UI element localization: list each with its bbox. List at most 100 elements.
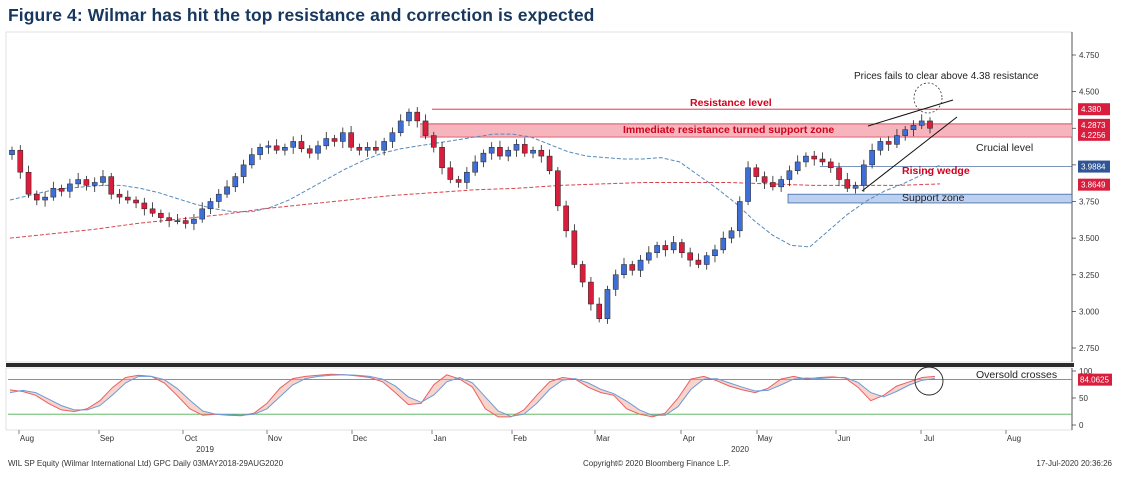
candle-body [869,149,875,166]
candle-body [555,170,561,207]
candle-body [282,147,288,151]
x-tick-label: Sep [100,434,115,443]
candle-body [249,154,255,166]
stoch-y-tick-label: 50 [1079,394,1088,403]
candle-body [786,170,793,180]
x-tick-label: Apr [683,434,696,443]
stoch-k-line [9,373,936,418]
price-tag-label: 3.9884 [1081,163,1106,172]
y-tick-label: 3.250 [1079,271,1100,280]
candle-body [430,135,437,148]
y-tick-label: 3.750 [1079,198,1100,207]
candle-body [827,161,834,169]
price-tag-label: 4.380 [1081,105,1102,114]
candle-body [927,120,933,129]
candle-body [91,182,98,186]
candle-body [852,185,859,189]
candle-body [803,155,809,163]
x-tick-label: Aug [20,434,34,443]
candle-body [232,176,239,188]
stoch-panel [5,367,1073,431]
candle-body [397,120,404,133]
candle-body [497,147,503,157]
support-zone [787,193,1073,204]
price-tag-label: 3.8649 [1081,181,1106,190]
candle-body [9,149,15,155]
candle-body [58,188,65,192]
candle-body [819,158,826,163]
candle-body [761,176,768,183]
candle-body [207,201,214,210]
oversold-circle [914,366,944,396]
wedge-upper-line [867,99,954,127]
x-tick-label: Oct [185,434,198,443]
candle-body [67,183,73,192]
stoch-y-tick-label: 100 [1079,367,1093,376]
candle-body [315,145,321,154]
annotation-crucial-level: Crucial level [976,142,1033,154]
candle-body [257,147,263,155]
annotation-oversold-crosses: Oversold crosses [976,369,1057,381]
candle-body [662,245,669,251]
x-tick-label: Nov [268,434,282,443]
year-label: 2019 [196,445,214,454]
candle-body [612,274,619,290]
stoch-d-line [9,374,936,417]
candle-body [679,242,685,254]
x-tick-label: Mar [596,434,610,443]
x-tick-label: Dec [353,434,367,443]
candle-body [571,230,578,265]
candle-body [83,179,90,186]
x-tick-label: Jul [924,434,934,443]
panel-separator [6,363,1074,367]
footer-timestamp: 17-Jul-2020 20:36:26 [1036,459,1112,468]
candle-body [918,120,925,126]
y-tick-label: 4.500 [1079,88,1100,97]
candle-body [910,125,917,130]
candle-body [166,217,172,221]
candle-body [447,167,454,180]
candle-body [42,196,48,201]
price-tag-label: 4.2873 [1081,121,1106,130]
candle-body [364,147,371,151]
stoch-value-tag-label: 84.0625 [1080,376,1109,385]
x-tick-label: Jun [838,434,851,443]
footer-copyright: Copyright© 2020 Bloomberg Finance L.P. [583,459,731,468]
candle-body [273,145,280,151]
annotation-fails-to-clear: Prices fails to clear above 4.38 resista… [854,71,1039,82]
candle-body [645,252,652,261]
candle-body [265,145,272,148]
candle-body [298,141,305,150]
candle-body [654,245,660,254]
candle-body [521,144,528,154]
candle-body [695,259,702,265]
x-tick-label: Jan [434,434,447,443]
candle-body [33,193,40,201]
candle-body [464,171,470,183]
y-tick-label: 2.750 [1079,344,1100,353]
candle-body [687,252,693,261]
candle-body [356,147,363,151]
candle-body [323,138,330,147]
candle-body [25,171,32,195]
candle-body [455,179,462,183]
candle-body [472,161,478,173]
candle-body [373,147,379,151]
moving-average-fast [9,133,941,248]
year-label: 2020 [731,445,749,454]
candle-body [844,179,851,189]
candle-body [480,152,487,163]
candle-body [720,237,727,251]
candle-body [331,138,338,142]
annotation-rising-wedge: Rising wedge [902,165,970,177]
candle-body [100,176,106,183]
candle-body [637,259,644,271]
price-tag [1078,160,1110,173]
wedge-lower-line [861,116,958,192]
annotation-support-zone: Support zone [902,192,965,204]
candle-body [794,161,801,171]
candle-body [604,289,611,319]
price-tag [1078,128,1110,141]
stoch-value-tag [1078,373,1112,386]
stoch-y-tick-label: 0 [1079,421,1084,430]
